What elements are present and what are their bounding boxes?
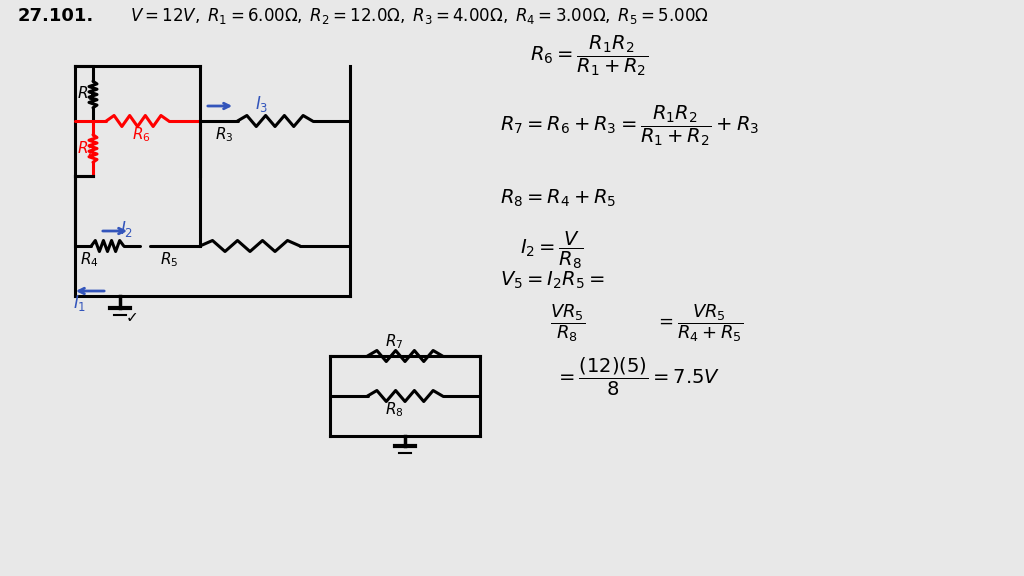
Text: $R_2$: $R_2$	[77, 139, 95, 158]
Text: $= \dfrac{(12)(5)}{8} = 7.5V$: $= \dfrac{(12)(5)}{8} = 7.5V$	[555, 356, 721, 398]
Text: $R_4$: $R_4$	[80, 250, 98, 268]
Text: $R_7$: $R_7$	[385, 332, 403, 351]
Text: $= \dfrac{V R_5}{R_4+R_5}$: $= \dfrac{V R_5}{R_4+R_5}$	[655, 302, 743, 344]
Text: $I_1$: $I_1$	[73, 293, 86, 313]
Text: $V = 12V,\; R_1=6.00\Omega,\; R_2=12.0\Omega,\; R_3=4.00\Omega,\; R_4=3.00\Omega: $V = 12V,\; R_1=6.00\Omega,\; R_2=12.0\O…	[130, 6, 709, 26]
Text: $R_8 = R_4 + R_5$: $R_8 = R_4 + R_5$	[500, 188, 616, 209]
Text: $\dfrac{VR_5}{R_8}$: $\dfrac{VR_5}{R_8}$	[550, 302, 586, 344]
Text: $\checkmark$: $\checkmark$	[125, 309, 137, 324]
Text: $I_2$: $I_2$	[120, 219, 133, 239]
Text: $V_5 = I_2 R_5 =$: $V_5 = I_2 R_5 =$	[500, 270, 604, 291]
Text: 27.101.: 27.101.	[18, 7, 94, 25]
Text: $R_7 = R_6 + R_3 = \dfrac{R_1 R_2}{R_1+R_2} + R_3$: $R_7 = R_6 + R_3 = \dfrac{R_1 R_2}{R_1+R…	[500, 104, 759, 148]
Text: $R_3$: $R_3$	[215, 125, 233, 143]
Text: $R_5$: $R_5$	[160, 250, 178, 268]
Text: $R_8$: $R_8$	[385, 400, 403, 419]
Text: $I_2 = \dfrac{V}{R_8}$: $I_2 = \dfrac{V}{R_8}$	[520, 230, 584, 271]
Text: $R_6 = \dfrac{R_1 R_2}{R_1+R_2}$: $R_6 = \dfrac{R_1 R_2}{R_1+R_2}$	[530, 33, 648, 78]
Text: $R_1$: $R_1$	[77, 85, 95, 103]
Text: $R_6$: $R_6$	[132, 125, 152, 143]
Text: $I_3$: $I_3$	[255, 94, 268, 114]
